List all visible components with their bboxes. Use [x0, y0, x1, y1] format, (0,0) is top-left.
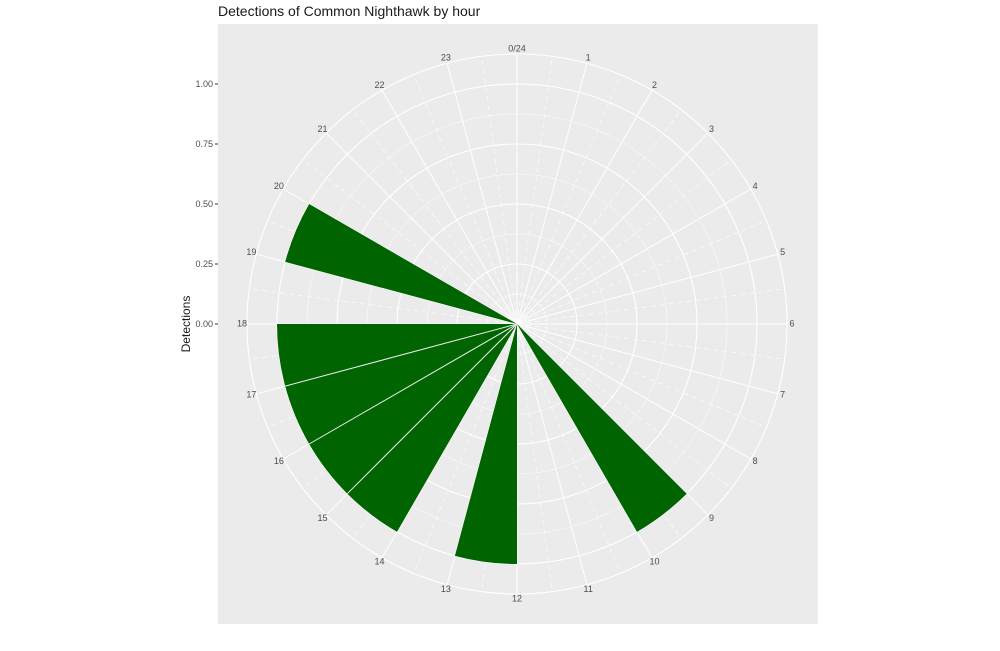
bar-hour-15	[309, 324, 517, 494]
minor-spoke-7	[516, 323, 767, 428]
minor-spoke-6	[516, 323, 785, 360]
bar-hour-17	[277, 324, 517, 387]
x-tick-label-6: 6	[789, 318, 794, 328]
minor-spoke-1	[516, 74, 621, 325]
minor-spoke-13	[413, 323, 518, 574]
y-tick-label-3: 0.75	[195, 139, 213, 149]
bars	[277, 204, 687, 564]
minor-spoke-22	[413, 74, 518, 325]
x-tick-label-7: 7	[780, 390, 785, 400]
spoke-4	[516, 188, 752, 325]
minor-spoke-20	[302, 159, 518, 325]
x-tick-label-3: 3	[709, 124, 714, 134]
x-tick-label-9: 9	[709, 513, 714, 523]
x-tick-label-5: 5	[780, 247, 785, 257]
x-tick-label-16: 16	[274, 456, 284, 466]
spoke-5	[516, 253, 778, 325]
y-tick-label-4: 1.00	[195, 79, 213, 89]
x-tick-label-13: 13	[441, 584, 451, 594]
minor-spoke-3	[516, 159, 732, 325]
bar-hour-19	[285, 204, 517, 324]
y-tick-label-0: 0.00	[195, 319, 213, 329]
y-tick-label-2: 0.50	[195, 199, 213, 209]
y-axis: 0.00 0.25 0.50 0.75 1.00	[195, 79, 218, 329]
x-tick-label-23: 23	[441, 53, 451, 63]
y-tick-label-1: 0.25	[195, 259, 213, 269]
x-tick-label-17: 17	[246, 390, 256, 400]
spoke-8	[516, 323, 752, 460]
spoke-21	[325, 132, 518, 325]
minor-spoke-10	[516, 323, 621, 574]
x-tick-labels: 0/24123456789101112131415161718192021222…	[237, 43, 795, 603]
x-tick-label-0: 0/24	[508, 43, 526, 53]
bar-separator-17	[285, 323, 518, 387]
x-tick-label-21: 21	[318, 124, 328, 134]
x-tick-label-22: 22	[374, 80, 384, 90]
x-tick-label-19: 19	[246, 247, 256, 257]
x-tick-label-18: 18	[237, 318, 247, 328]
bar-hour-16	[285, 324, 517, 444]
minor-spoke-21	[352, 109, 518, 325]
x-tick-label-8: 8	[753, 456, 758, 466]
x-tick-label-4: 4	[753, 181, 758, 191]
bar-hour-12	[454, 324, 517, 564]
minor-spoke-8	[516, 323, 732, 489]
x-tick-label-11: 11	[584, 584, 593, 594]
minor-spoke-2	[516, 109, 682, 325]
x-tick-label-12: 12	[512, 593, 522, 603]
x-tick-label-1: 1	[586, 53, 591, 63]
spoke-7	[516, 323, 778, 395]
minor-spoke-5	[516, 288, 785, 325]
y-axis-title: Detections	[179, 296, 193, 353]
spoke-23	[446, 63, 518, 325]
bar-separator-15	[346, 323, 518, 495]
spoke-22	[381, 89, 518, 325]
x-tick-label-14: 14	[374, 557, 384, 567]
spoke-11	[516, 323, 588, 585]
minor-spoke-4	[516, 220, 767, 325]
spoke-1	[516, 63, 588, 325]
x-tick-label-10: 10	[649, 557, 659, 567]
spoke-3	[516, 132, 709, 325]
minor-spoke-11	[516, 323, 553, 592]
x-tick-label-20: 20	[274, 181, 284, 191]
bar-separator-16	[308, 323, 518, 445]
minor-spoke-23	[481, 56, 518, 325]
minor-spoke-0	[516, 56, 553, 325]
x-tick-label-2: 2	[652, 80, 657, 90]
spoke-2	[516, 89, 653, 325]
chart-title: Detections of Common Nighthawk by hour	[218, 3, 481, 19]
bar-hour-14	[347, 324, 517, 532]
minor-spoke-18	[249, 288, 518, 325]
bar-hour-9	[517, 324, 687, 532]
x-tick-label-15: 15	[318, 513, 328, 523]
